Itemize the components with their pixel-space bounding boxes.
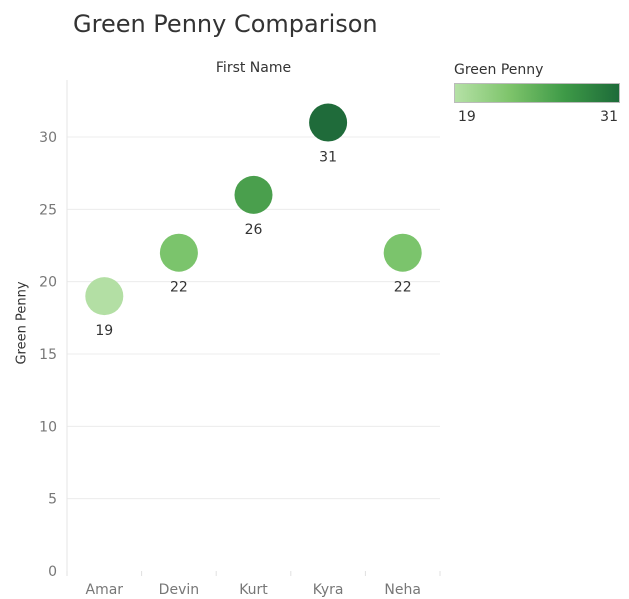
y-tick-label: 0 (48, 564, 57, 580)
legend-min-label: 19 (458, 109, 476, 125)
data-label: 26 (245, 222, 263, 238)
y-tick-label: 20 (39, 275, 57, 291)
legend-title: Green Penny (454, 62, 544, 78)
data-point (383, 233, 422, 272)
data-label: 19 (95, 323, 113, 339)
data-label: 22 (170, 280, 188, 296)
y-tick-label: 15 (39, 347, 57, 363)
x-tick-label: Kyra (313, 582, 344, 598)
x-tick-label: Kurt (239, 582, 268, 598)
data-point (159, 233, 198, 272)
y-tick-label: 25 (39, 202, 57, 218)
column-header: First Name (215, 60, 292, 76)
data-point (309, 103, 348, 142)
chart-title: Green Penny Comparison (73, 10, 378, 38)
legend-max-label: 31 (600, 109, 618, 125)
x-tick-label: Neha (384, 582, 421, 598)
color-legend: Green Penny 19 31 (454, 62, 624, 127)
legend-gradient-bar (454, 83, 620, 103)
y-tick-label: 30 (39, 130, 57, 146)
data-label: 22 (394, 280, 412, 296)
y-tick-label: 10 (39, 419, 57, 435)
x-tick-label: Amar (86, 582, 124, 598)
data-point (85, 277, 124, 316)
x-tick-label: Devin (159, 582, 199, 598)
y-tick-label: 5 (48, 492, 57, 508)
data-label: 31 (319, 150, 337, 166)
data-point (234, 175, 273, 214)
